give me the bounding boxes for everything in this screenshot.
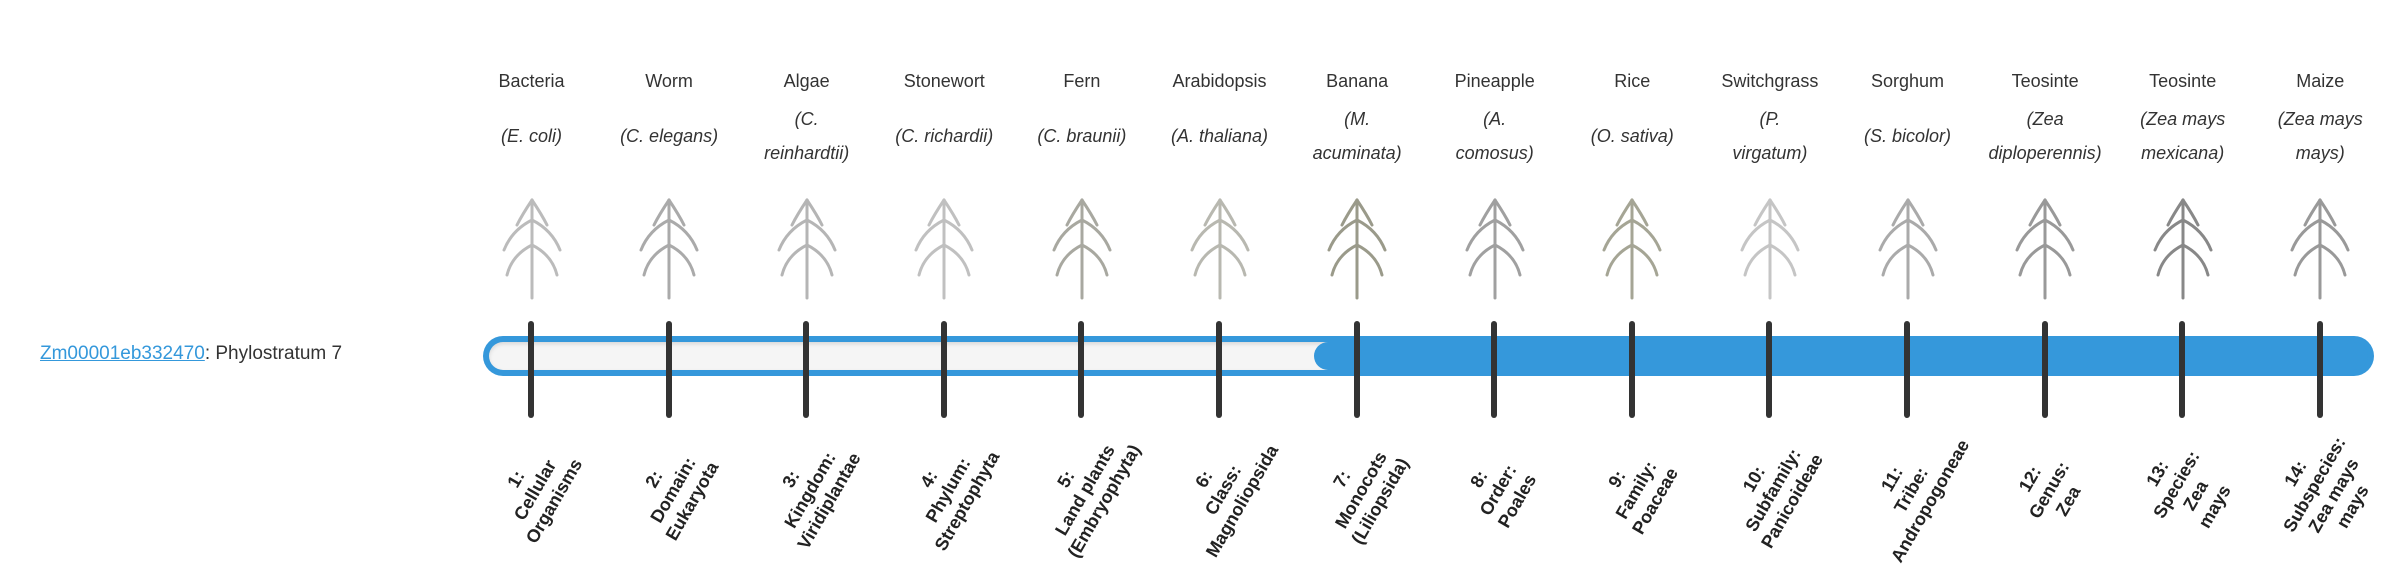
organism-column: Stonewort (C. richardii) bbox=[876, 64, 1013, 305]
gene-label: Zm00001eb332470: Phylostratum 7 bbox=[40, 343, 342, 365]
organism-column: Pineapple (A. comosus) bbox=[1426, 64, 1563, 305]
stratum-tick bbox=[1078, 321, 1085, 418]
maize-illustration bbox=[2290, 198, 2350, 300]
fern-illustration bbox=[1052, 198, 1112, 300]
stratum-label: 11: Tribe: Andropogoneae bbox=[1877, 436, 1974, 566]
gene-id-link[interactable]: Zm00001eb332470 bbox=[40, 343, 205, 364]
bar-filled-segment bbox=[1313, 342, 2368, 370]
stratum-tick bbox=[2179, 321, 2186, 418]
organism-scientific-name: (S. bicolor) bbox=[1863, 126, 1952, 146]
stratum-tick bbox=[803, 321, 810, 418]
organism-common-name: Switchgrass bbox=[1721, 71, 1819, 91]
organism-common-name: Pineapple bbox=[1454, 71, 1535, 91]
gene-separator: : bbox=[204, 343, 216, 364]
organism-scientific-name: (C. braunii) bbox=[1037, 126, 1127, 146]
rice-illustration bbox=[1602, 198, 1662, 300]
sorghum-illustration bbox=[1878, 198, 1937, 300]
organism-scientific-name: (A. comosus) bbox=[1455, 109, 1534, 163]
organism-column: Sorghum (S. bicolor) bbox=[1839, 64, 1976, 305]
organism-scientific-name: (M. acuminata) bbox=[1312, 109, 1402, 163]
organism-common-name: Sorghum bbox=[1870, 71, 1945, 91]
banana-illustration bbox=[1327, 198, 1387, 300]
organism-scientific-name: (E. coli) bbox=[500, 126, 562, 146]
organism-scientific-name: (O. sativa) bbox=[1590, 126, 1674, 146]
organism-column: Teosinte (Zea diploperennis) bbox=[1977, 64, 2114, 305]
organism-column: Worm (C. elegans) bbox=[601, 64, 738, 305]
algae-illustration bbox=[777, 198, 837, 300]
stratum-tick bbox=[940, 321, 947, 418]
stratum-tick bbox=[1353, 321, 1360, 418]
organism-column: Bacteria (E. coli) bbox=[463, 64, 600, 305]
worm-illustration bbox=[639, 198, 699, 300]
organism-scientific-name: (C. elegans) bbox=[620, 126, 719, 146]
stratum-label: 13: Species: Zea mays bbox=[2142, 447, 2235, 532]
organism-scientific-name: (Zea mays mexicana) bbox=[2140, 109, 2226, 163]
stratum-tick bbox=[1628, 321, 1635, 418]
phylostratum-label: Phylostratum 7 bbox=[215, 343, 343, 364]
stratum-label: 3: Kingdom: Viridiplantae bbox=[778, 448, 865, 553]
organism-scientific-name: (A. thaliana) bbox=[1170, 126, 1269, 146]
stratum-tick bbox=[2316, 321, 2323, 418]
organism-scientific-name: (P. virgatum) bbox=[1732, 109, 1808, 163]
organism-column: Maize (Zea mays mays) bbox=[2252, 64, 2389, 305]
stratum-tick bbox=[1491, 321, 1498, 418]
bacteria-illustration bbox=[502, 198, 561, 300]
organism-column: Teosinte (Zea mays mexicana) bbox=[2114, 64, 2251, 305]
stratum-tick bbox=[1904, 321, 1910, 418]
stratum-label: 10: Subfamily: Panicoideae bbox=[1739, 445, 1828, 552]
organism-scientific-name: (Zea mays mays) bbox=[2277, 109, 2363, 163]
stratum-tick bbox=[2041, 321, 2048, 418]
stratum-label: 8: Order: Poales bbox=[1466, 461, 1541, 532]
stratum-tick bbox=[1216, 321, 1222, 418]
teosinte-illustration bbox=[2015, 198, 2075, 300]
organism-common-name: Algae bbox=[783, 71, 830, 91]
stratum-label: 4: Phylum: Streptophyta bbox=[916, 447, 1004, 555]
stratum-tick bbox=[665, 321, 672, 418]
stratum-label: 14: Subspecies: Zea mays mays bbox=[2279, 433, 2373, 537]
stratum-label: 7: Monocots (Liliopsida) bbox=[1328, 448, 1413, 548]
stratum-label: 12: Genus: Zea bbox=[2014, 458, 2085, 522]
organism-column: Switchgrass (P. virgatum) bbox=[1701, 64, 1838, 305]
phylostratum-bar bbox=[483, 336, 2374, 376]
pineapple-illustration bbox=[1465, 198, 1525, 300]
organism-column: Algae (C. reinhardtii) bbox=[738, 64, 875, 305]
organism-common-name: Rice bbox=[1614, 71, 1651, 91]
stratum-tick bbox=[1766, 321, 1773, 418]
switchgrass-illustration bbox=[1740, 198, 1800, 300]
organism-common-name: Banana bbox=[1326, 71, 1389, 91]
bar-empty-segment bbox=[489, 342, 1328, 370]
organism-common-name: Worm bbox=[645, 71, 693, 91]
organism-common-name: Stonewort bbox=[903, 71, 985, 91]
organism-common-name: Fern bbox=[1063, 71, 1101, 91]
stratum-tick bbox=[528, 321, 534, 418]
stratum-label: 2: Domain: Eukaryota bbox=[640, 453, 723, 544]
organism-scientific-name: (C. richardii) bbox=[895, 126, 994, 146]
organism-column: Arabidopsis (A. thaliana) bbox=[1151, 64, 1288, 305]
stratum-label: 5: Land plants (Embryophyta) bbox=[1051, 441, 1145, 562]
stonewort-illustration bbox=[914, 198, 974, 300]
organism-common-name: Teosinte bbox=[2149, 71, 2217, 91]
organism-scientific-name: (C. reinhardtii) bbox=[764, 109, 850, 163]
stratum-label: 9: Family: Poaceae bbox=[1604, 457, 1682, 538]
organism-column: Fern (C. braunii) bbox=[1013, 64, 1150, 305]
organism-column: Rice (O. sativa) bbox=[1564, 64, 1701, 305]
organism-common-name: Teosinte bbox=[2011, 71, 2079, 91]
organism-common-name: Arabidopsis bbox=[1172, 71, 1267, 91]
arabidopsis-illustration bbox=[1190, 198, 1249, 300]
stratum-label: 6: Class: Magnoliopsida bbox=[1191, 441, 1283, 561]
stratum-label: 1: Cellular Organisms bbox=[503, 455, 587, 547]
organism-common-name: Maize bbox=[2296, 71, 2345, 91]
organism-common-name: Bacteria bbox=[498, 71, 565, 91]
organism-scientific-name: (Zea diploperennis) bbox=[1988, 109, 2102, 163]
teosinte-illustration bbox=[2153, 198, 2213, 300]
organism-column: Banana (M. acuminata) bbox=[1289, 64, 1426, 305]
